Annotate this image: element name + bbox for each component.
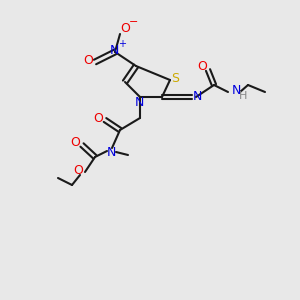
Text: +: +	[118, 39, 126, 49]
Text: N: N	[134, 95, 144, 109]
Text: N: N	[106, 146, 116, 160]
Text: O: O	[120, 22, 130, 35]
Text: H: H	[239, 91, 247, 101]
Text: O: O	[70, 136, 80, 149]
Text: O: O	[93, 112, 103, 124]
Text: −: −	[129, 17, 139, 27]
Text: O: O	[73, 164, 83, 178]
Text: O: O	[83, 55, 93, 68]
Text: N: N	[109, 44, 119, 58]
Text: N: N	[192, 91, 202, 103]
Text: O: O	[197, 61, 207, 74]
Text: N: N	[231, 85, 241, 98]
Text: S: S	[171, 71, 179, 85]
